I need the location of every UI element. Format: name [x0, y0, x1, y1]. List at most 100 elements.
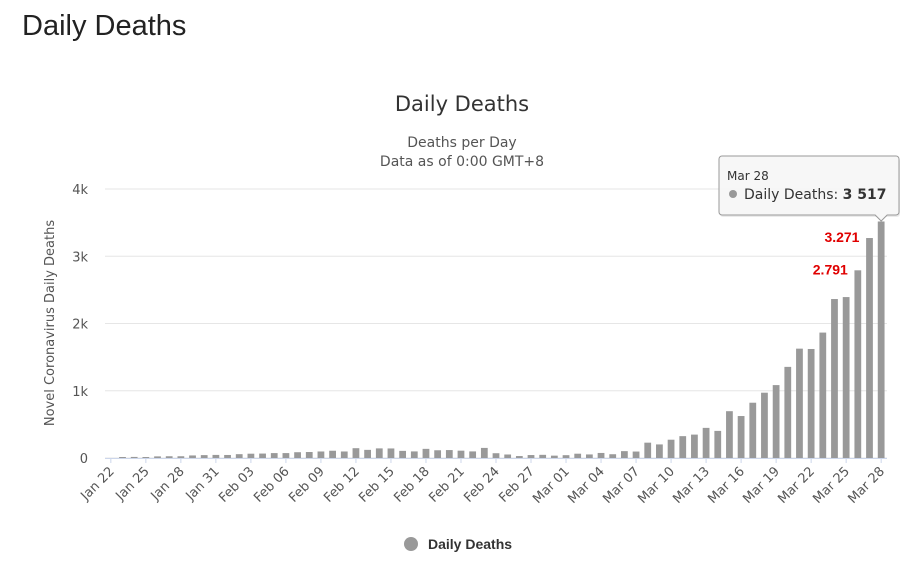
bar[interactable] — [597, 452, 605, 458]
bar[interactable] — [247, 453, 255, 458]
x-tick-label: Jan 28 — [148, 464, 188, 504]
bar[interactable] — [340, 451, 348, 458]
bar[interactable] — [807, 348, 815, 458]
tooltip-series-label: Daily Deaths: 3 517 — [744, 187, 887, 203]
bar[interactable] — [142, 457, 150, 458]
bar[interactable] — [422, 448, 430, 458]
bar[interactable] — [434, 450, 442, 458]
bar[interactable] — [842, 297, 850, 458]
bar[interactable] — [550, 455, 558, 458]
bar[interactable] — [515, 456, 523, 458]
bar[interactable] — [609, 454, 617, 458]
bar[interactable] — [492, 453, 500, 458]
x-tick-label: Mar 07 — [600, 464, 643, 507]
bar[interactable] — [305, 452, 313, 458]
x-tick-label: Mar 22 — [775, 464, 818, 507]
bar[interactable] — [866, 238, 873, 458]
bar[interactable] — [632, 451, 640, 458]
bar[interactable] — [667, 439, 675, 458]
bar[interactable] — [480, 447, 488, 458]
grid-lines — [105, 188, 887, 459]
bar[interactable] — [469, 451, 477, 458]
legend-label[interactable]: Daily Deaths — [428, 536, 512, 552]
bar[interactable] — [177, 456, 185, 458]
bar[interactable] — [714, 430, 722, 458]
bar[interactable] — [772, 385, 780, 458]
bar[interactable] — [796, 348, 803, 458]
bar[interactable] — [399, 450, 407, 458]
legend[interactable]: Daily Deaths — [404, 536, 512, 552]
bar[interactable] — [737, 416, 745, 458]
bar[interactable] — [270, 453, 278, 458]
x-tick-label: Feb 24 — [461, 464, 503, 506]
bar[interactable] — [294, 452, 301, 458]
tooltip-series-dot — [729, 190, 737, 198]
bar[interactable] — [165, 456, 173, 458]
bar[interactable] — [644, 442, 652, 458]
bar[interactable] — [317, 451, 325, 458]
x-tick-label: Feb 09 — [286, 464, 328, 506]
bar[interactable] — [200, 455, 208, 458]
x-tick-label: Mar 01 — [530, 464, 573, 507]
bar[interactable] — [726, 411, 733, 458]
bar[interactable] — [504, 454, 512, 458]
bar[interactable] — [375, 448, 383, 458]
bar[interactable] — [527, 455, 535, 458]
y-tick-label: 1k — [72, 385, 88, 400]
bar[interactable] — [574, 453, 582, 458]
bar[interactable] — [585, 454, 593, 458]
bar[interactable] — [457, 450, 465, 458]
data-label: 2.791 — [813, 261, 848, 277]
bar[interactable] — [154, 456, 161, 458]
bar[interactable] — [691, 434, 698, 458]
bar[interactable] — [224, 454, 231, 458]
tooltip-date: Mar 28 — [727, 169, 769, 183]
x-tick-label: Feb 15 — [356, 464, 398, 506]
bar[interactable] — [387, 448, 395, 458]
bar[interactable] — [189, 455, 196, 458]
bar[interactable] — [854, 270, 862, 458]
bar[interactable] — [410, 451, 418, 458]
x-tick-label: Feb 06 — [251, 464, 293, 506]
y-tick-label: 2k — [72, 318, 88, 333]
x-tick-label: Mar 16 — [705, 464, 748, 507]
bar[interactable] — [364, 449, 371, 458]
bar[interactable] — [877, 221, 885, 458]
x-tick-label: Feb 27 — [496, 464, 538, 506]
tooltip-value: 3 517 — [843, 187, 887, 203]
bar[interactable] — [445, 450, 453, 458]
bar[interactable] — [702, 427, 710, 458]
bar[interactable] — [562, 455, 570, 458]
annotations: 3.271 2.791 — [813, 229, 860, 277]
y-tick-label: 3k — [72, 250, 88, 265]
bar[interactable] — [621, 451, 628, 458]
bar[interactable] — [749, 402, 757, 458]
bar[interactable] — [656, 444, 663, 458]
bar[interactable] — [235, 454, 243, 458]
bar[interactable] — [259, 453, 266, 458]
x-tick-label: Mar 25 — [810, 464, 853, 507]
chart-subtitle-line-2: Data as of 0:00 GMT+8 — [380, 154, 544, 170]
x-tick-label: Jan 31 — [183, 464, 223, 504]
x-tick-label: Mar 04 — [565, 464, 608, 507]
bar[interactable] — [819, 332, 827, 458]
bar[interactable] — [679, 436, 687, 458]
bar[interactable] — [130, 456, 138, 458]
bar[interactable] — [282, 453, 290, 458]
bar[interactable] — [212, 454, 220, 458]
bar[interactable] — [539, 454, 547, 458]
bar[interactable] — [119, 457, 126, 458]
bar[interactable] — [784, 366, 792, 458]
legend-marker[interactable] — [404, 537, 418, 551]
x-tick-label: Feb 03 — [216, 464, 258, 506]
x-tick-label: Mar 13 — [670, 464, 713, 507]
x-tick-label: Jan 22 — [78, 464, 118, 504]
chart-title: Daily Deaths — [395, 92, 529, 116]
y-axis-title: Novel Coronavirus Daily Deaths — [43, 220, 58, 426]
bar[interactable] — [761, 392, 768, 458]
bar[interactable] — [329, 450, 336, 458]
bar[interactable] — [352, 448, 360, 458]
bar[interactable] — [831, 299, 838, 458]
